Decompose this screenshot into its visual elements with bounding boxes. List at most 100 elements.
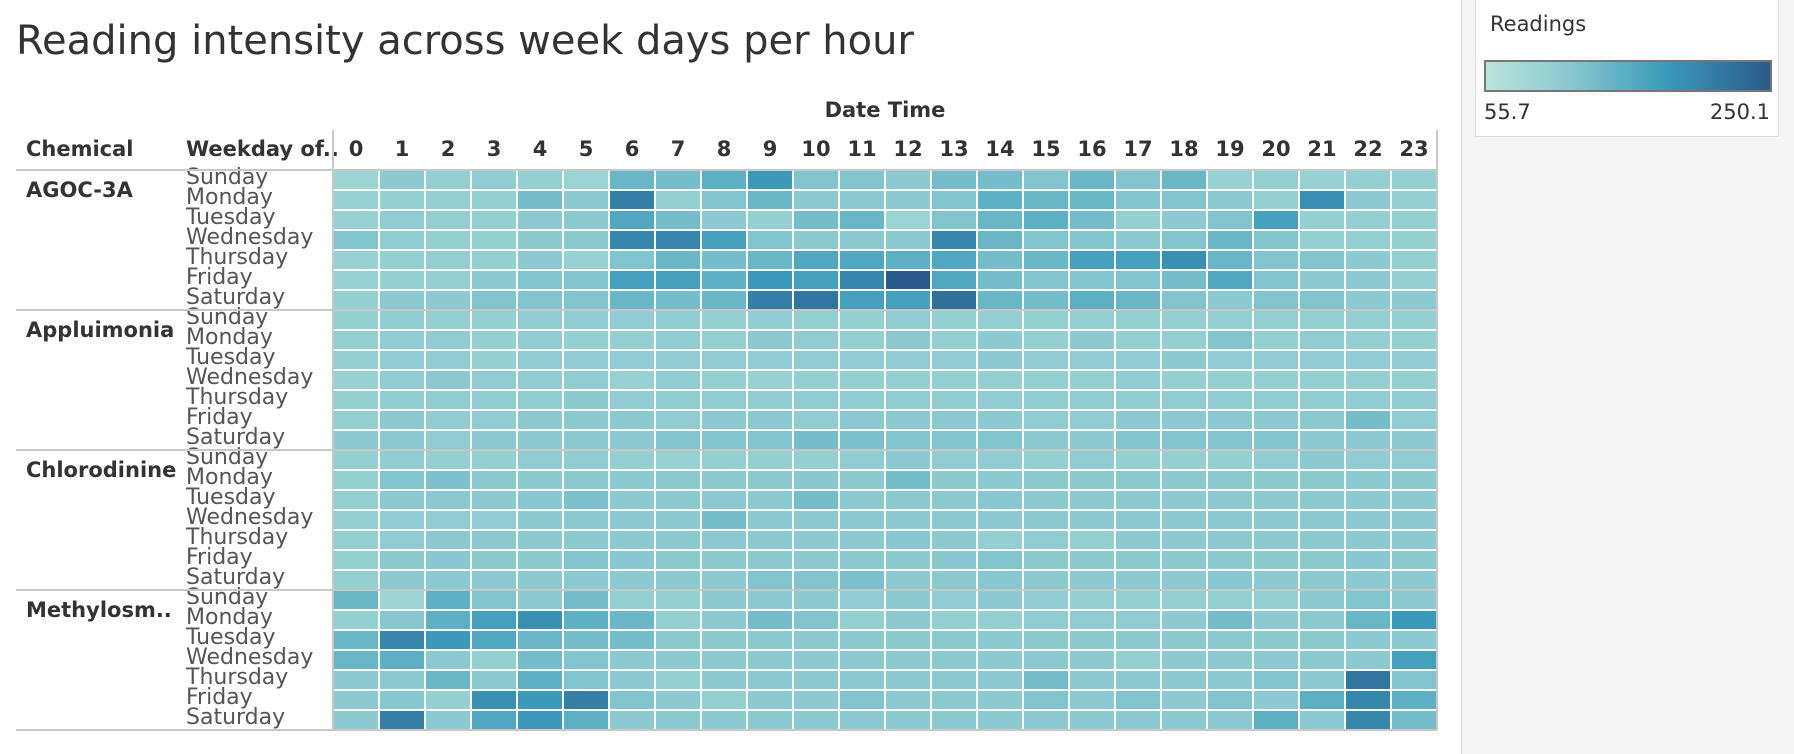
heatmap-cell[interactable] <box>884 329 932 351</box>
heatmap-cell[interactable] <box>378 189 426 211</box>
heatmap-cell[interactable] <box>1022 329 1070 351</box>
heatmap-cell[interactable] <box>378 449 426 471</box>
heatmap-cell[interactable] <box>792 349 840 371</box>
heatmap-cell[interactable] <box>792 489 840 511</box>
heatmap-cell[interactable] <box>1068 629 1116 651</box>
heatmap-cell[interactable] <box>424 669 472 691</box>
heatmap-cell[interactable] <box>1022 409 1070 431</box>
heatmap-cell[interactable] <box>1206 569 1254 591</box>
heatmap-cell[interactable] <box>1068 169 1116 191</box>
heatmap-cell[interactable] <box>608 329 656 351</box>
heatmap-cell[interactable] <box>654 389 702 411</box>
heatmap-cell[interactable] <box>1298 189 1346 211</box>
heatmap-cell[interactable] <box>1390 429 1438 451</box>
heatmap-cell[interactable] <box>746 509 794 531</box>
heatmap-cell[interactable] <box>976 289 1024 311</box>
heatmap-cell[interactable] <box>1252 409 1300 431</box>
heatmap-cell[interactable] <box>1114 429 1162 451</box>
heatmap-cell[interactable] <box>976 429 1024 451</box>
heatmap-cell[interactable] <box>562 569 610 591</box>
heatmap-cell[interactable] <box>562 489 610 511</box>
heatmap-cell[interactable] <box>838 489 886 511</box>
heatmap-cell[interactable] <box>1252 529 1300 551</box>
heatmap-cell[interactable] <box>700 329 748 351</box>
heatmap-cell[interactable] <box>838 409 886 431</box>
heatmap-cell[interactable] <box>792 429 840 451</box>
heatmap-cell[interactable] <box>884 389 932 411</box>
heatmap-cell[interactable] <box>976 529 1024 551</box>
heatmap-cell[interactable] <box>838 609 886 631</box>
heatmap-cell[interactable] <box>1206 449 1254 471</box>
heatmap-cell[interactable] <box>608 349 656 371</box>
heatmap-cell[interactable] <box>1068 269 1116 291</box>
heatmap-cell[interactable] <box>930 549 978 571</box>
heatmap-cell[interactable] <box>424 449 472 471</box>
heatmap-cell[interactable] <box>976 309 1024 331</box>
heatmap-cell[interactable] <box>562 349 610 371</box>
heatmap-cell[interactable] <box>1298 609 1346 631</box>
heatmap-cell[interactable] <box>608 629 656 651</box>
heatmap-cell[interactable] <box>838 669 886 691</box>
heatmap-cell[interactable] <box>792 549 840 571</box>
heatmap-cell[interactable] <box>1298 509 1346 531</box>
heatmap-cell[interactable] <box>470 209 518 231</box>
heatmap-cell[interactable] <box>1114 349 1162 371</box>
heatmap-cell[interactable] <box>1298 649 1346 671</box>
heatmap-cell[interactable] <box>838 529 886 551</box>
heatmap-cell[interactable] <box>1160 429 1208 451</box>
heatmap-cell[interactable] <box>792 509 840 531</box>
heatmap-cell[interactable] <box>884 449 932 471</box>
heatmap-cell[interactable] <box>608 609 656 631</box>
heatmap-cell[interactable] <box>1298 309 1346 331</box>
heatmap-cell[interactable] <box>516 329 564 351</box>
heatmap-cell[interactable] <box>1252 369 1300 391</box>
heatmap-cell[interactable] <box>884 689 932 711</box>
heatmap-cell[interactable] <box>1252 209 1300 231</box>
heatmap-cell[interactable] <box>608 549 656 571</box>
heatmap-cell[interactable] <box>1344 589 1392 611</box>
heatmap-cell[interactable] <box>1390 189 1438 211</box>
heatmap-cell[interactable] <box>424 689 472 711</box>
heatmap-cell[interactable] <box>378 649 426 671</box>
heatmap-cell[interactable] <box>470 409 518 431</box>
heatmap-cell[interactable] <box>1298 369 1346 391</box>
heatmap-cell[interactable] <box>516 529 564 551</box>
heatmap-cell[interactable] <box>1298 569 1346 591</box>
heatmap-cell[interactable] <box>1206 689 1254 711</box>
heatmap-cell[interactable] <box>1252 669 1300 691</box>
heatmap-cell[interactable] <box>1206 549 1254 571</box>
heatmap-cell[interactable] <box>1022 369 1070 391</box>
heatmap-cell[interactable] <box>378 669 426 691</box>
heatmap-cell[interactable] <box>1206 349 1254 371</box>
heatmap-cell[interactable] <box>700 269 748 291</box>
heatmap-cell[interactable] <box>746 709 794 731</box>
heatmap-cell[interactable] <box>976 389 1024 411</box>
heatmap-cell[interactable] <box>1344 469 1392 491</box>
heatmap-cell[interactable] <box>838 189 886 211</box>
heatmap-cell[interactable] <box>838 689 886 711</box>
heatmap-cell[interactable] <box>1068 389 1116 411</box>
heatmap-cell[interactable] <box>792 449 840 471</box>
heatmap-cell[interactable] <box>930 349 978 371</box>
heatmap-cell[interactable] <box>332 529 380 551</box>
heatmap-cell[interactable] <box>700 169 748 191</box>
heatmap-cell[interactable] <box>1114 509 1162 531</box>
heatmap-cell[interactable] <box>1298 389 1346 411</box>
heatmap-cell[interactable] <box>1114 169 1162 191</box>
heatmap-cell[interactable] <box>1022 609 1070 631</box>
heatmap-cell[interactable] <box>1206 529 1254 551</box>
heatmap-cell[interactable] <box>1390 309 1438 331</box>
heatmap-cell[interactable] <box>1298 629 1346 651</box>
heatmap-cell[interactable] <box>378 249 426 271</box>
heatmap-cell[interactable] <box>792 249 840 271</box>
heatmap-cell[interactable] <box>1160 289 1208 311</box>
heatmap-cell[interactable] <box>1022 649 1070 671</box>
heatmap-cell[interactable] <box>654 289 702 311</box>
heatmap-cell[interactable] <box>470 649 518 671</box>
heatmap-cell[interactable] <box>930 409 978 431</box>
heatmap-cell[interactable] <box>838 209 886 231</box>
heatmap-cell[interactable] <box>1022 509 1070 531</box>
heatmap-cell[interactable] <box>746 489 794 511</box>
heatmap-cell[interactable] <box>332 489 380 511</box>
heatmap-cell[interactable] <box>746 249 794 271</box>
